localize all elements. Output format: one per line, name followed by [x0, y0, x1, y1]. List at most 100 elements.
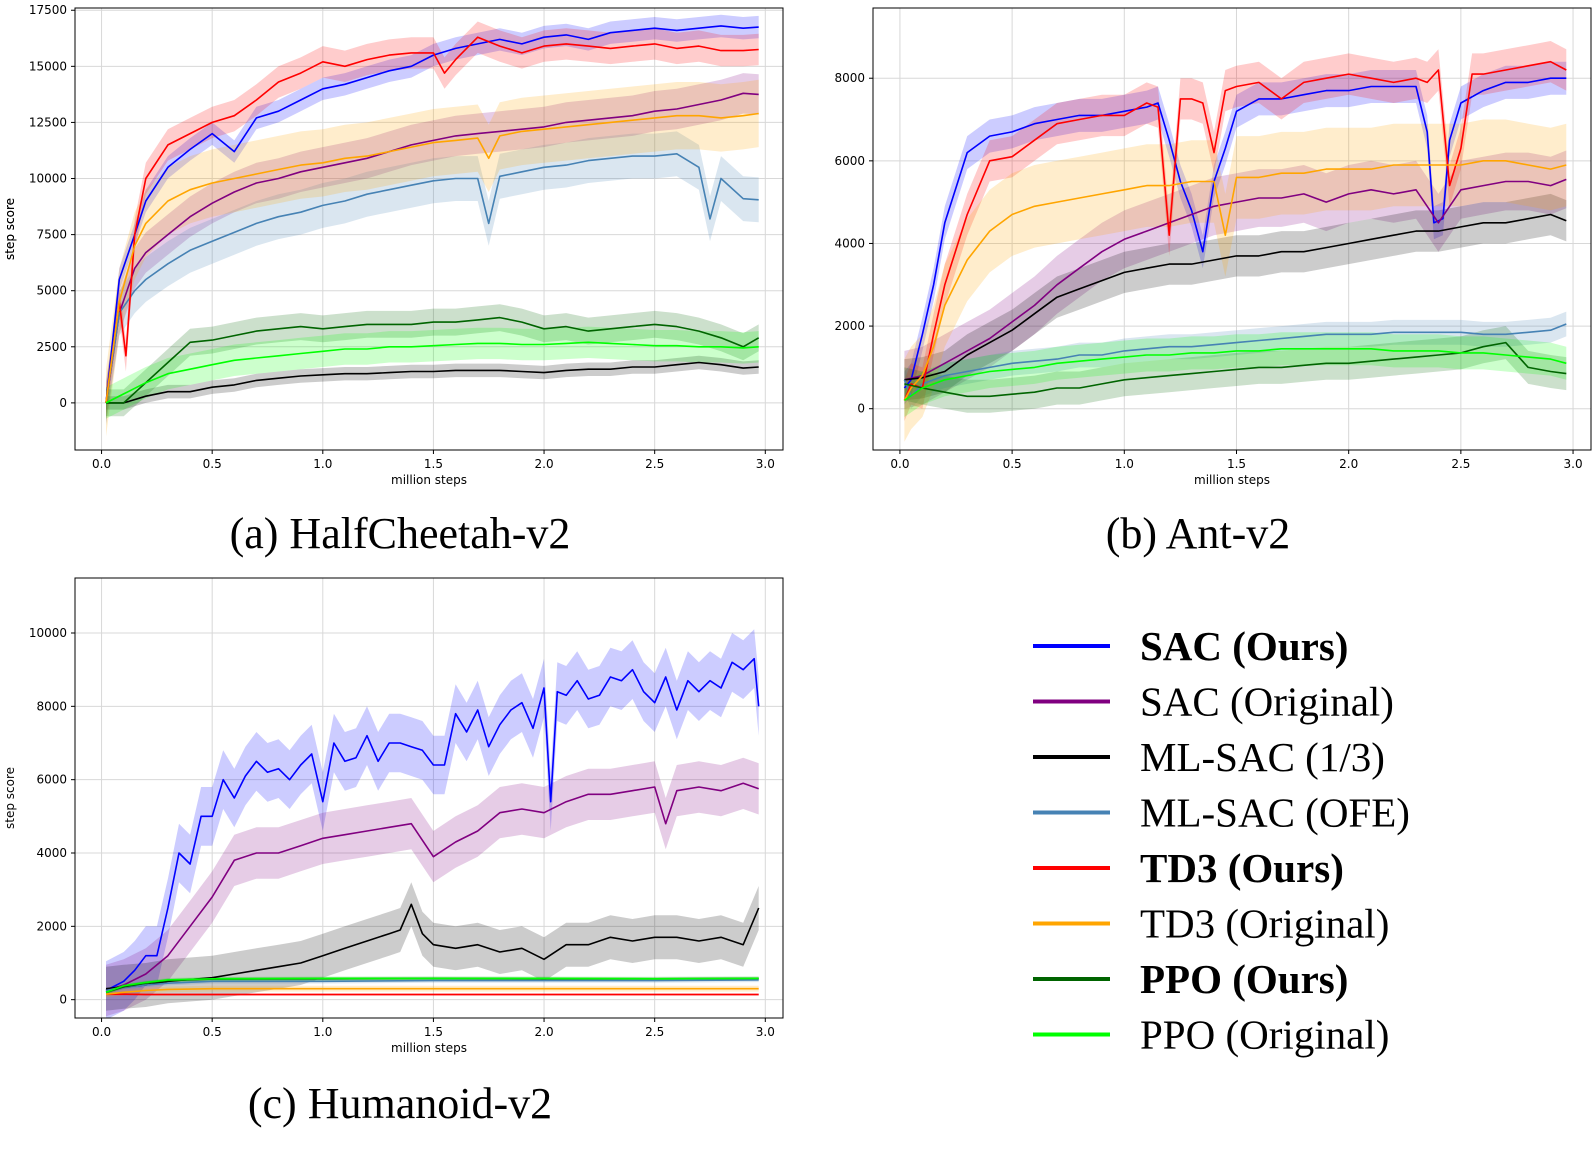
x-axis-label: million steps: [391, 473, 467, 487]
y-tick-label: 15000: [29, 59, 67, 73]
y-tick-label: 0: [857, 402, 865, 416]
legend-label: TD3 (Original): [1140, 901, 1389, 947]
series-group: [105, 14, 760, 437]
y-tick-label: 2000: [834, 319, 865, 333]
x-tick-label: 0.0: [890, 457, 909, 471]
y-tick-label: 8000: [36, 699, 67, 713]
series-band: [106, 629, 759, 1018]
plot-frame: [74, 7, 784, 451]
y-tick-label: 4000: [834, 236, 865, 250]
series-band: [106, 326, 759, 419]
x-tick-label: 0.0: [92, 1025, 111, 1039]
x-tick-label: 2.0: [535, 457, 554, 471]
y-tick-label: 2000: [36, 919, 67, 933]
x-tick-label: 0.5: [203, 457, 222, 471]
series-band: [106, 757, 759, 1017]
series-line: [105, 153, 759, 404]
series-line: [105, 657, 760, 992]
series-band: [904, 150, 1567, 409]
series-line: [903, 160, 1567, 401]
x-tick-label: 1.0: [313, 1025, 332, 1039]
x-tick-label: 3.0: [1564, 457, 1583, 471]
y-tick-label: 12500: [29, 115, 67, 129]
legend-label: TD3 (Ours): [1140, 845, 1344, 891]
x-tick-label: 3.0: [756, 457, 775, 471]
series-line: [105, 977, 759, 994]
plot-halfcheetah: 0.0 0.5 1.0 1.5 2.0 2.5 3.0 0 2500 5000 7500 10000 1…: [3, 3, 784, 487]
series-band: [904, 311, 1567, 409]
x-tick-label: 1.5: [1227, 457, 1246, 471]
x-tick-label: 3.0: [756, 1025, 775, 1039]
series-band: [904, 332, 1567, 417]
series-line: [904, 213, 1567, 381]
x-tick-label: 1.0: [313, 457, 332, 471]
series-band: [904, 193, 1567, 401]
y-tick-label: 0: [59, 396, 67, 410]
y-tick-label: 7500: [36, 228, 67, 242]
caption-ant: (b) Ant-v2: [1106, 509, 1291, 558]
y-tick-label: 4000: [36, 846, 67, 860]
series-line: [105, 36, 759, 404]
series-line: [105, 903, 760, 990]
y-tick-label: 10000: [29, 172, 67, 186]
legend-label: ML-SAC (OFE): [1140, 790, 1410, 836]
series-band: [106, 79, 759, 437]
series-band: [106, 131, 759, 426]
plot-frame: [74, 577, 784, 1019]
series-group: [903, 41, 1567, 442]
legend: SAC (Ours) SAC (Original) ML-SAC (1/3) ML-S…: [1033, 623, 1410, 1058]
caption-halfcheetah: (a) HalfCheetah-v2: [230, 509, 571, 558]
x-axis-label: million steps: [391, 1041, 467, 1055]
series-group: [105, 629, 760, 1018]
y-tick-label: 6000: [834, 154, 865, 168]
plot-ant: 0.0 0.5 1.0 1.5 2.0 2.5 3.0 0 2000 4000 6000 8000 mi…: [3, 7, 1592, 487]
series-line: [903, 347, 1567, 402]
y-tick-label: 17500: [29, 3, 67, 17]
legend-label: PPO (Ours): [1140, 956, 1348, 1002]
legend-label: PPO (Original): [1140, 1012, 1389, 1058]
y-tick-label: 10000: [29, 626, 67, 640]
series-line: [904, 178, 1567, 381]
y-tick-label: 2500: [36, 340, 67, 354]
x-tick-label: 2.0: [1339, 457, 1358, 471]
legend-label: SAC (Ours): [1140, 623, 1348, 669]
x-tick-label: 2.5: [645, 457, 664, 471]
x-tick-label: 1.5: [424, 1025, 443, 1039]
x-axis-label: million steps: [1194, 473, 1270, 487]
series-line: [105, 341, 759, 404]
series-line: [105, 25, 759, 403]
series-line: [105, 782, 759, 992]
series-band: [106, 304, 759, 417]
series-band: [106, 73, 759, 424]
y-axis-label: step score: [3, 198, 17, 260]
legend-label: ML-SAC (1/3): [1140, 734, 1385, 780]
series-band: [904, 41, 1567, 422]
series-line: [105, 987, 759, 995]
x-tick-label: 2.5: [1451, 457, 1470, 471]
series-band: [106, 21, 759, 419]
y-tick-label: 0: [59, 993, 67, 1007]
x-tick-label: 2.0: [535, 1025, 554, 1039]
x-tick-label: 2.5: [645, 1025, 664, 1039]
caption-humanoid: (c) Humanoid-v2: [248, 1079, 552, 1128]
legend-label: SAC (Original): [1140, 679, 1394, 725]
series-band: [904, 61, 1567, 405]
y-tick-label: 6000: [36, 773, 67, 787]
series-line: [903, 323, 1567, 398]
series-line: [106, 361, 759, 404]
x-tick-label: 0.5: [1003, 457, 1022, 471]
x-tick-label: 0.0: [92, 457, 111, 471]
y-axis-label: step score: [3, 198, 17, 260]
series-line: [105, 92, 759, 404]
y-tick-label: 8000: [834, 71, 865, 85]
plot-humanoid: 0.0 0.5 1.0 1.5 2.0 2.5 3.0 0 2000 4000 6000 8000 10…: [3, 577, 784, 1055]
series-line: [105, 112, 759, 404]
y-tick-label: 5000: [36, 284, 67, 298]
plot-frame: [872, 7, 1592, 451]
series-line: [903, 77, 1567, 389]
series-line: [106, 316, 760, 404]
x-tick-label: 0.5: [203, 1025, 222, 1039]
series-line: [105, 979, 759, 992]
y-axis-label: step score: [3, 767, 17, 829]
